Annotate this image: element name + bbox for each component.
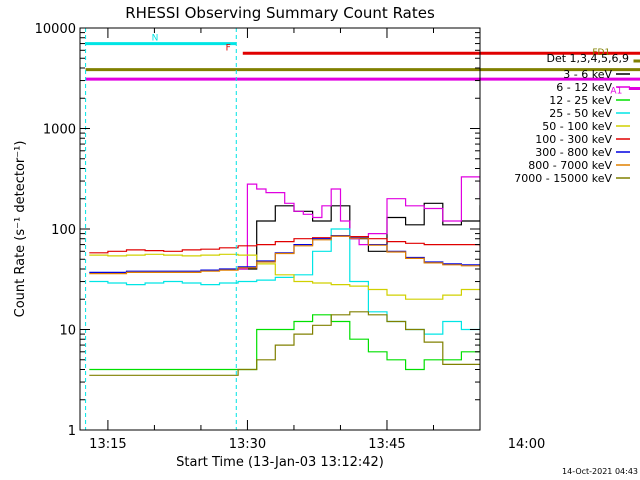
series-line — [238, 176, 480, 270]
series-line — [89, 314, 480, 371]
chart-title: RHESSI Observing Summary Count Rates — [125, 4, 435, 22]
y-tick-label: 100 — [51, 223, 76, 238]
legend-label: 3 - 6 keV — [563, 68, 612, 81]
legend-label: 25 - 50 keV — [549, 107, 612, 120]
legend-label: 300 - 800 keV — [535, 146, 612, 159]
y-axis-label: Count Rate (s⁻¹ detector⁻¹) — [13, 141, 28, 318]
flag-label: FD1 — [592, 48, 610, 58]
flag-label: N — [152, 34, 159, 44]
x-tick-label: 14:00 — [508, 437, 545, 452]
legend-header: Det 1,3,4,5,6,9 — [546, 52, 629, 65]
series-line — [89, 235, 480, 273]
series-line — [238, 202, 480, 270]
flag-label: A1 — [610, 87, 622, 97]
series-line — [89, 228, 480, 335]
legend-label: 7000 - 15000 keV — [514, 172, 612, 185]
series-line — [89, 253, 480, 300]
flag-bars: NFFD1FD2A0A1 — [85, 34, 640, 97]
flag-label: F — [226, 43, 231, 53]
x-tick-label: 13:30 — [229, 437, 266, 452]
y-axis: 1 10 100 1000 10000 — [35, 22, 480, 439]
timestamp: 14-Oct-2021 04:43 — [562, 467, 638, 476]
y-tick-label: 1000 — [43, 123, 76, 138]
legend-label: 6 - 12 keV — [556, 81, 612, 94]
y-tick-label: 10 — [59, 324, 76, 339]
series-line — [89, 235, 480, 275]
series-lines — [89, 176, 480, 376]
series-line — [89, 311, 480, 376]
legend-label: 800 - 7000 keV — [528, 159, 612, 172]
x-tick-label: 13:15 — [89, 437, 126, 452]
series-line — [89, 235, 480, 254]
y-tick-label: 10000 — [35, 22, 76, 37]
y-tick-label: 1 — [68, 424, 76, 439]
x-axis-label: Start Time (13-Jan-03 13:12:42) — [176, 455, 384, 470]
legend-label: 12 - 25 keV — [549, 94, 612, 107]
legend-label: 100 - 300 keV — [535, 133, 612, 146]
x-tick-label: 13:45 — [368, 437, 405, 452]
night-boundaries — [85, 28, 237, 430]
legend-label: 50 - 100 keV — [542, 120, 612, 133]
